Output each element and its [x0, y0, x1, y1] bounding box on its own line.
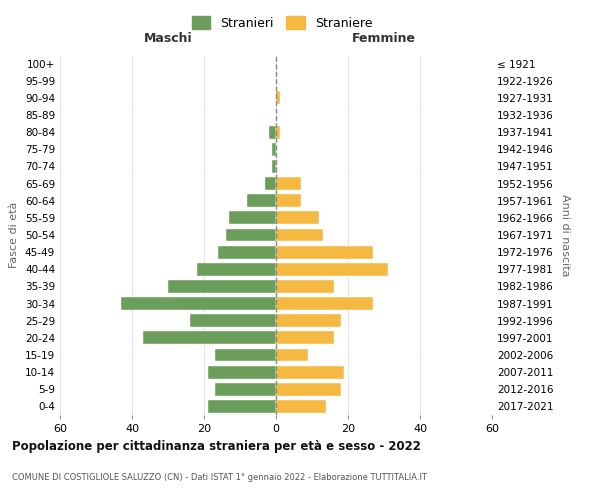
Bar	[276, 297, 373, 310]
Legend: Stranieri, Straniere: Stranieri, Straniere	[187, 11, 377, 35]
Bar	[215, 383, 276, 396]
Bar	[276, 332, 334, 344]
Bar	[276, 194, 301, 207]
Bar	[168, 280, 276, 293]
Bar	[276, 263, 388, 276]
Bar	[276, 348, 308, 362]
Bar	[208, 400, 276, 413]
Bar	[229, 212, 276, 224]
Bar	[276, 246, 373, 258]
Bar	[269, 126, 276, 138]
Bar	[272, 143, 276, 156]
Text: Popolazione per cittadinanza straniera per età e sesso - 2022: Popolazione per cittadinanza straniera p…	[12, 440, 421, 453]
Bar	[215, 348, 276, 362]
Bar	[208, 366, 276, 378]
Bar	[276, 92, 280, 104]
Bar	[276, 314, 341, 327]
Text: Maschi: Maschi	[143, 32, 193, 44]
Bar	[143, 332, 276, 344]
Bar	[276, 228, 323, 241]
Bar	[272, 160, 276, 173]
Bar	[190, 314, 276, 327]
Bar	[247, 194, 276, 207]
Text: Femmine: Femmine	[352, 32, 416, 44]
Bar	[276, 280, 334, 293]
Bar	[276, 212, 319, 224]
Bar	[276, 383, 341, 396]
Y-axis label: Fasce di età: Fasce di età	[10, 202, 19, 268]
Bar	[121, 297, 276, 310]
Bar	[276, 177, 301, 190]
Bar	[276, 400, 326, 413]
Bar	[226, 228, 276, 241]
Bar	[276, 366, 344, 378]
Bar	[276, 126, 280, 138]
Y-axis label: Anni di nascita: Anni di nascita	[560, 194, 570, 276]
Bar	[197, 263, 276, 276]
Text: COMUNE DI COSTIGLIOLE SALUZZO (CN) - Dati ISTAT 1° gennaio 2022 - Elaborazione T: COMUNE DI COSTIGLIOLE SALUZZO (CN) - Dat…	[12, 473, 427, 482]
Bar	[265, 177, 276, 190]
Bar	[218, 246, 276, 258]
